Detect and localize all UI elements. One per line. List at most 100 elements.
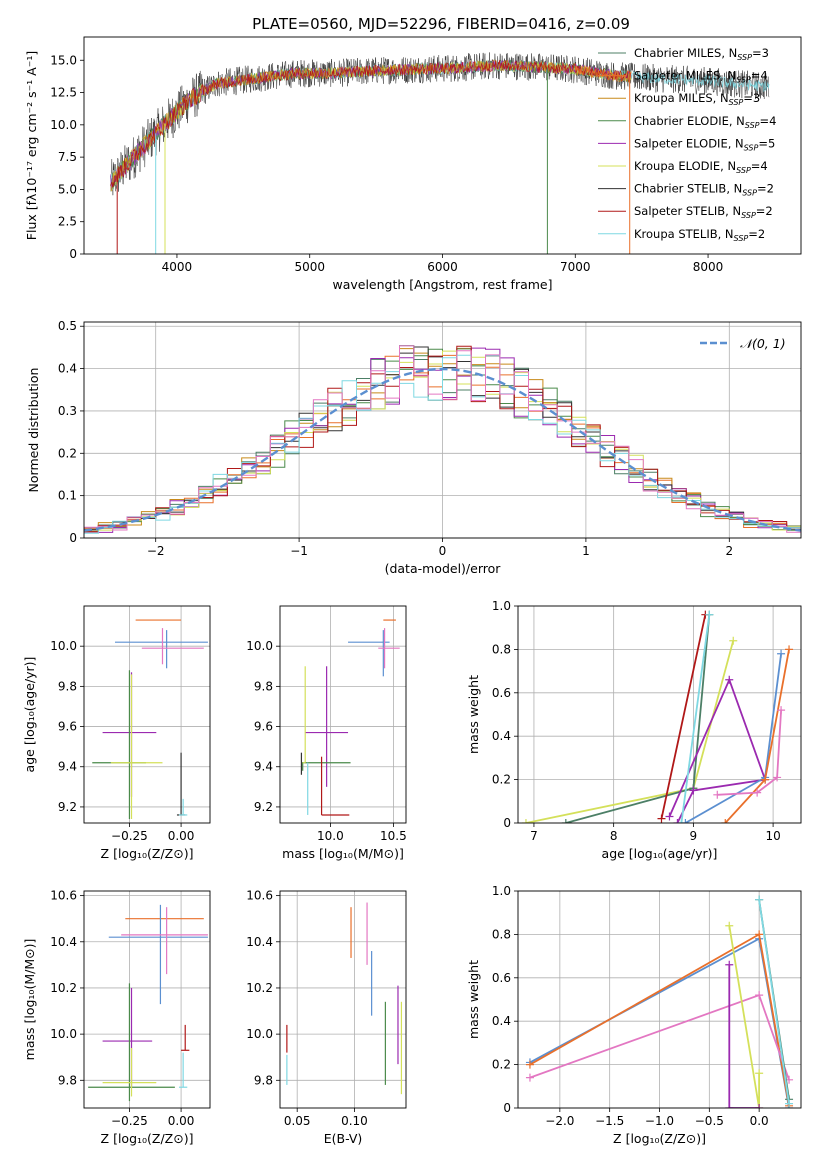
x-tick-label: 8000	[693, 260, 724, 274]
x-tick-label: 0.00	[168, 1114, 195, 1128]
y-tick-label: 0.6	[492, 686, 511, 700]
x-axis-label: age [log₁₀(age/yr)]	[602, 846, 718, 861]
normal-curve	[84, 367, 801, 532]
x-axis-label: Z [log₁₀(Z/Z⊙)]	[613, 1131, 706, 1146]
legend-label: Chabrier ELODIE, NSSP=4	[634, 114, 776, 130]
y-tick-label: 9.8	[58, 679, 77, 693]
y-tick-label: 9.8	[254, 679, 273, 693]
y-tick-label: 0.2	[492, 773, 511, 787]
x-tick-label: 0	[439, 544, 447, 558]
x-axis-label: Z [log₁₀(Z/Z⊙)]	[101, 846, 194, 861]
chart-title: PLATE=0560, MJD=52296, FIBERID=0416, z=0…	[252, 15, 630, 33]
weight-point	[561, 819, 570, 823]
axes-frame	[83, 36, 802, 255]
spectrum-line	[110, 59, 632, 192]
legend-label: Kroupa ELODIE, NSSP=4	[634, 159, 768, 175]
legend: Chabrier MILES, NSSP=3 Salpeter MILES, NS…	[598, 46, 776, 243]
y-tick-label: 0	[69, 531, 77, 545]
gridlines	[84, 606, 210, 823]
weight-point	[725, 921, 734, 930]
y-tick-label: 0.4	[492, 1014, 511, 1028]
y-tick-label: 12.5	[50, 86, 77, 100]
y-tick-label: 9.4	[58, 760, 77, 774]
y-tick-label: 7.5	[58, 150, 77, 164]
weight-point	[689, 786, 698, 795]
axes-frame	[517, 890, 802, 1109]
x-tick-label: 0.0	[750, 1114, 769, 1128]
y-tick-label: 10.0	[246, 639, 273, 653]
y-tick-label: 9.2	[58, 800, 77, 814]
weight-point	[755, 895, 764, 904]
x-tick-label: 0.10	[341, 1114, 368, 1128]
histogram-step	[84, 345, 801, 533]
y-tick-label: 10.4	[246, 935, 273, 949]
x-tick-label: 9	[690, 829, 698, 843]
y-tick-label: 9.6	[58, 720, 77, 734]
x-axis-label: (data-model)/error	[385, 561, 502, 576]
axes-frame	[83, 321, 802, 539]
x-tick-label: −0.25	[111, 829, 148, 843]
panel-mass_weight_vs_Z: −2.0 −1.5 −1.0 −0.5 0.0 0 0.2 0.4 0.6 0.8 1.0 Z [lo…	[466, 884, 802, 1146]
x-axis-label: E(B-V)	[324, 1131, 363, 1146]
y-tick-label: 10.0	[246, 1027, 273, 1041]
y-tick-label: 1.0	[492, 884, 511, 898]
x-tick-label: 7000	[560, 260, 591, 274]
x-tick-label: −1	[290, 544, 308, 558]
y-tick-label: 9.6	[254, 720, 273, 734]
y-tick-label: 0.1	[58, 489, 77, 503]
weight-line	[728, 925, 760, 1108]
panel-residuals: −2 −1 0 1 2 0 0.1 0.2 0.3 0.4 0.5 (data-model)/erro…	[26, 319, 802, 576]
x-tick-label: 0.00	[168, 829, 195, 843]
weight-line	[728, 964, 760, 1108]
legend-label: Chabrier MILES, NSSP=3	[634, 46, 769, 62]
plot-area	[521, 610, 794, 823]
spectrum-line	[110, 59, 632, 191]
axes-frame	[279, 890, 407, 1109]
weight-point	[755, 930, 764, 939]
weight-point	[785, 1099, 794, 1108]
spectrum-line	[110, 60, 632, 190]
weight-point	[729, 636, 738, 645]
y-tick-label: 0.6	[492, 971, 511, 985]
axes-frame	[83, 605, 211, 824]
weight-point	[657, 814, 666, 823]
y-tick-label: 10.2	[246, 981, 273, 995]
weight-point	[777, 649, 786, 658]
y-tick-label: 0.5	[58, 319, 77, 333]
panel-mass_vs_EBV: 0.05 0.10 9.8 10.0 10.2 10.4 10.6 E(B-V)	[246, 889, 407, 1146]
weight-point	[755, 1104, 764, 1108]
y-tick-label: 5.0	[58, 182, 77, 196]
weight-line	[565, 614, 711, 823]
legend-label: Kroupa MILES, NSSP=3	[634, 91, 760, 107]
plot-area	[84, 345, 801, 534]
y-axis-label: age [log₁₀(age/yr)]	[22, 657, 37, 773]
y-tick-label: 10.6	[50, 889, 77, 903]
x-tick-label: 2	[725, 544, 733, 558]
x-tick-label: −0.5	[695, 1114, 724, 1128]
y-tick-label: 0.3	[58, 404, 77, 418]
panel-mass_weight_vs_age: 7 8 9 10 0 0.2 0.4 0.6 0.8 1.0 age [log₁₀(age/yr)]…	[466, 599, 802, 861]
panel-mass_vs_Z: −0.25 0.00 9.8 10.0 10.2 10.4 10.6 Z [log₁₀(Z/Z…	[22, 889, 211, 1146]
y-axis-label: Flux [fλ10⁻¹⁷ erg cm⁻² s⁻¹ A⁻¹]	[24, 51, 39, 240]
weight-line	[758, 899, 790, 1104]
weight-line	[684, 653, 782, 823]
weight-point	[705, 610, 714, 619]
weight-point	[677, 819, 686, 823]
y-tick-label: 0.8	[492, 927, 511, 941]
plot-area	[88, 904, 208, 1102]
gridlines	[84, 891, 210, 1108]
x-tick-label: 6000	[427, 260, 458, 274]
y-axis-label: mass [log₁₀(M/M⊙)]	[22, 939, 37, 1061]
plot-area	[92, 619, 208, 819]
weight-point	[773, 773, 782, 782]
y-tick-label: 9.4	[254, 760, 273, 774]
y-tick-label: 0	[503, 816, 511, 830]
weight-point	[753, 788, 762, 797]
legend-label: Kroupa STELIB, NSSP=2	[634, 227, 765, 243]
weight-line	[680, 614, 711, 823]
weight-point	[525, 1060, 534, 1069]
x-tick-label: 5000	[294, 260, 325, 274]
spectrum-line	[110, 59, 632, 188]
axes-frame	[83, 890, 211, 1109]
x-tick-label: 10.0	[317, 829, 344, 843]
